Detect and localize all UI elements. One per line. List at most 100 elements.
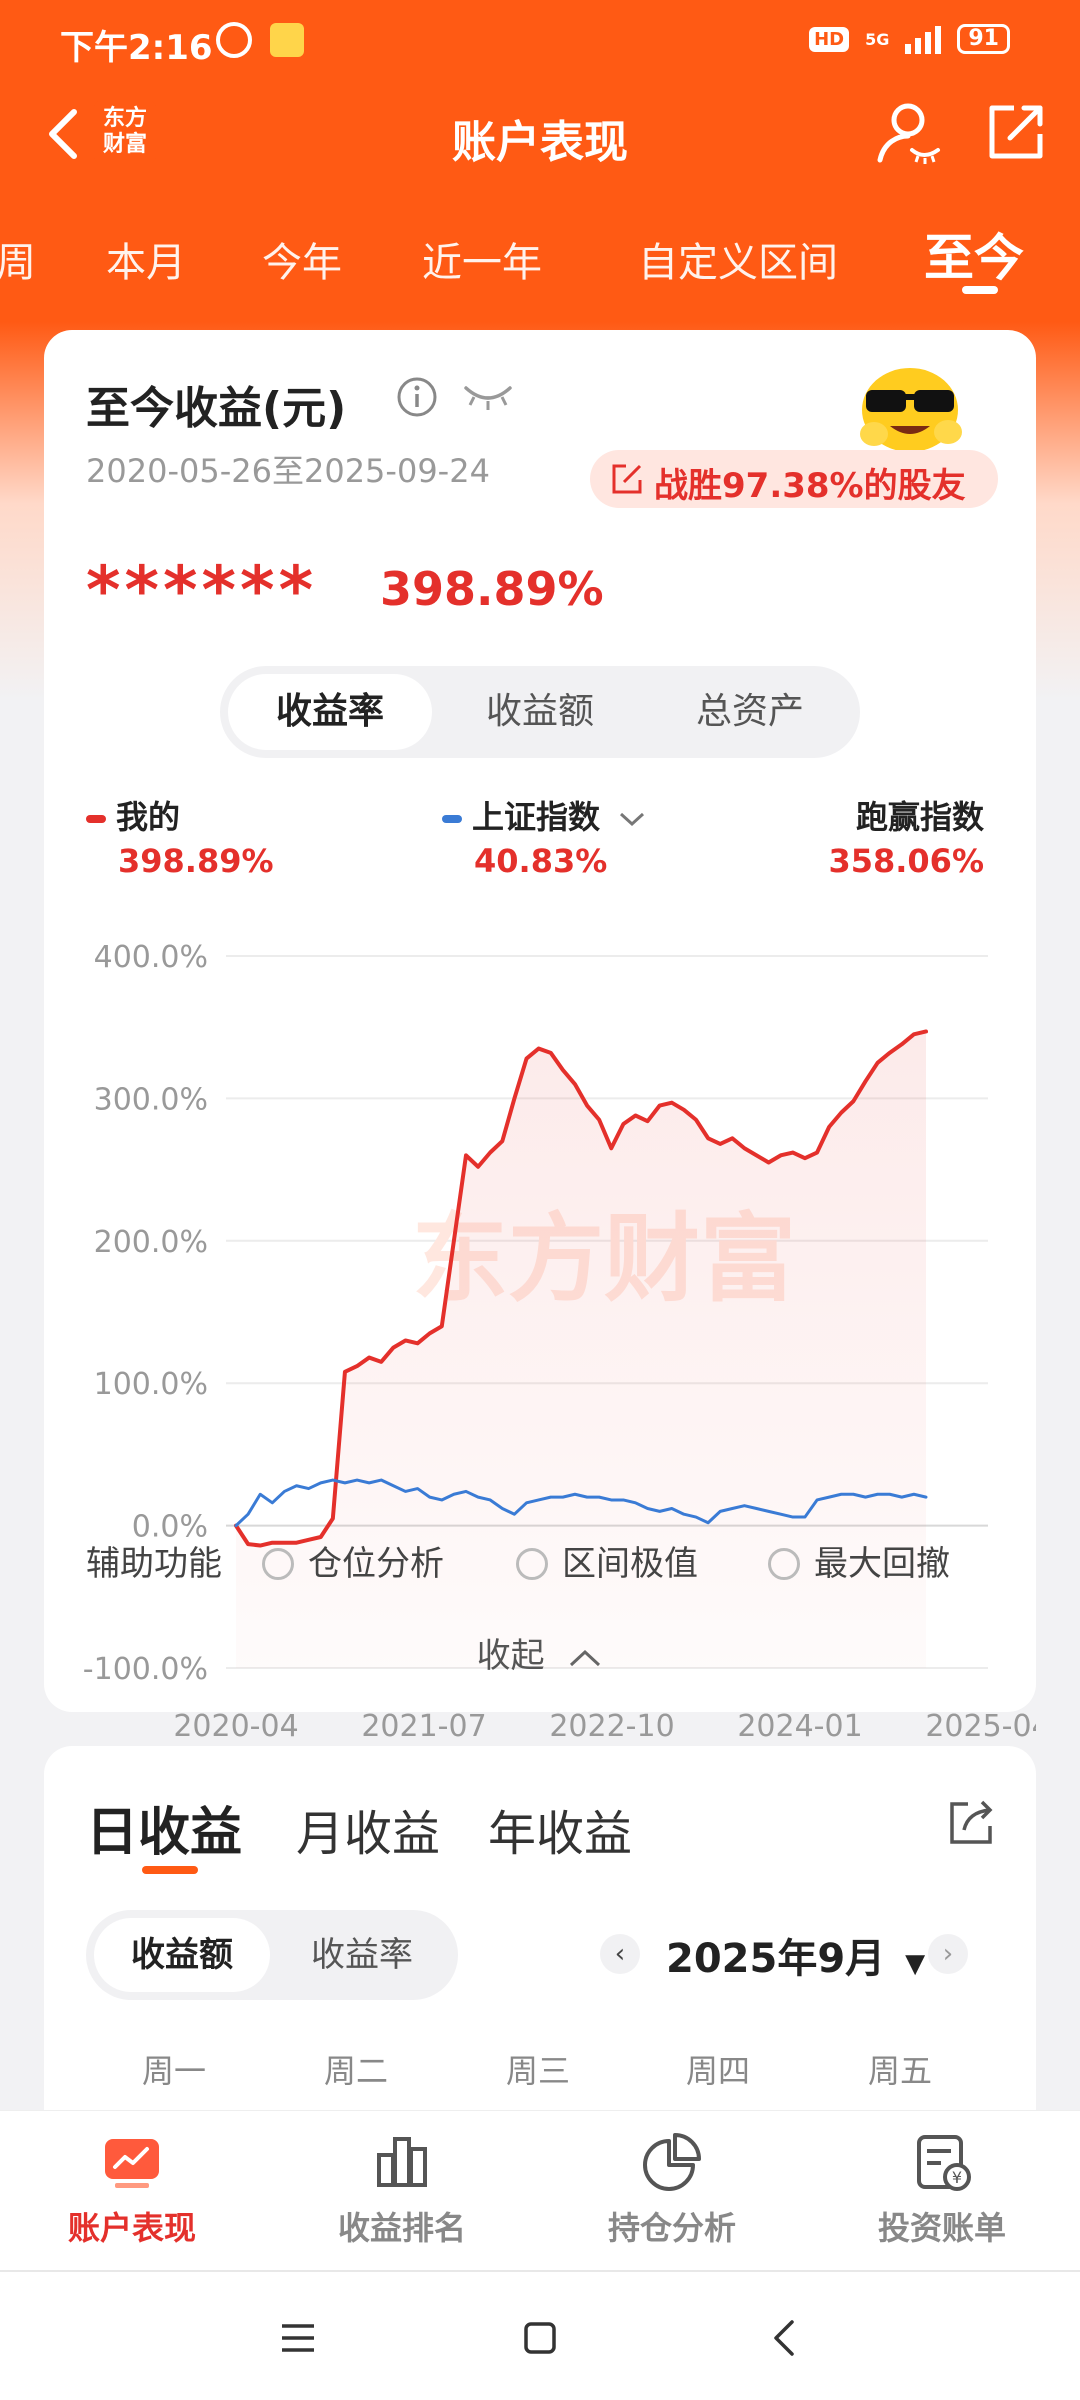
bar-icon xyxy=(377,2137,427,2187)
month-selector[interactable]: 2025年9月 ▼ xyxy=(666,1926,925,1984)
tab-this-year[interactable]: 今年 xyxy=(262,240,342,286)
weekday-label: 周二 xyxy=(324,2052,389,2090)
nav-label: 账户表现 xyxy=(67,2209,196,2247)
network-type: 5G xyxy=(865,29,890,49)
cool-emoji-icon xyxy=(860,368,962,452)
series-line-index xyxy=(234,1478,928,1528)
tab-monthly-return[interactable]: 月收益 xyxy=(296,1806,441,1862)
status-time: 下午2:16 xyxy=(60,28,213,68)
weekday-label: 周五 xyxy=(868,2052,933,2090)
back-icon[interactable] xyxy=(36,104,96,164)
total-return-pct: 398.89% xyxy=(380,562,604,616)
signal-icon xyxy=(905,24,942,54)
legend-index-marker xyxy=(442,815,462,823)
daily-metric-toggle: 收益额 收益率 xyxy=(86,1910,458,2000)
nav-label: 投资账单 xyxy=(877,2209,1006,2247)
legend-beat-label: 跑赢指数 xyxy=(855,798,984,836)
tab-since-inception[interactable]: 至今 xyxy=(924,229,1024,287)
option-label: 最大回撤 xyxy=(814,1544,950,1584)
menu-icon[interactable] xyxy=(276,2316,320,2360)
pie-icon xyxy=(643,2133,701,2191)
date-range: 2020-05-26至2025-09-24 xyxy=(86,452,490,490)
tools-label: 辅助功能 xyxy=(86,1544,222,1584)
metric-tab-return-rate[interactable]: 收益率 xyxy=(228,674,432,750)
y-tick-label: -100.0% xyxy=(83,1652,208,1687)
home-icon[interactable] xyxy=(518,2316,562,2360)
nav-investment-bill[interactable]: ¥ 投资账单 xyxy=(832,2131,1052,2249)
chart-icon xyxy=(105,2139,159,2188)
share-icon[interactable] xyxy=(946,1798,996,1848)
x-tick-label: 2025-04 xyxy=(925,1709,1036,1744)
system-nav-bar xyxy=(0,2270,1080,2400)
y-tick-label: 200.0% xyxy=(94,1225,208,1260)
legend-index-value: 40.83% xyxy=(474,842,608,880)
card-title: 至今收益(元) xyxy=(86,383,347,434)
daily-tab-rate[interactable]: 收益率 xyxy=(311,1935,413,1975)
legend-index[interactable]: 上证指数 xyxy=(442,792,647,838)
collapse-toggle[interactable]: 收起 xyxy=(44,1628,1036,1677)
legend-beat-value: 358.06% xyxy=(828,842,984,880)
metric-toggle: 收益率 收益额 总资产 xyxy=(220,666,860,758)
weekday-label: 周一 xyxy=(142,2052,207,2090)
collapse-label: 收起 xyxy=(476,1636,545,1676)
returns-card: 至今收益(元) 2020-05-26至2025-09-24 战胜97.38%的股… xyxy=(44,330,1036,1744)
bill-icon: ¥ xyxy=(917,2135,971,2191)
returns-chart[interactable]: 400.0%300.0%200.0%100.0%0.0%-100.0%东方财富2… xyxy=(44,890,1036,1840)
tab-underline xyxy=(962,286,998,294)
notification-icon xyxy=(270,23,304,57)
tab-week[interactable]: 周 xyxy=(0,240,36,286)
eye-closed-icon[interactable] xyxy=(462,380,514,414)
daily-tab-amount[interactable]: 收益额 xyxy=(94,1918,270,1992)
tab-yearly-return[interactable]: 年收益 xyxy=(488,1806,633,1862)
radio-icon xyxy=(262,1548,294,1580)
metric-tab-return-amount[interactable]: 收益额 xyxy=(485,691,594,732)
chevron-up-icon xyxy=(570,1649,601,1666)
y-tick-label: 0.0% xyxy=(132,1510,208,1545)
share-icon[interactable] xyxy=(984,100,1048,164)
status-bar: 下午2:16 HD 5G 91 xyxy=(0,0,1080,80)
legend-mine-marker xyxy=(86,815,106,823)
page-title: 账户表现 xyxy=(452,117,628,168)
daily-tab-underline xyxy=(142,1866,198,1874)
option-max-drawdown[interactable]: 最大回撤 xyxy=(768,1536,950,1585)
y-tick-label: 300.0% xyxy=(94,1082,208,1117)
legend-mine-value: 398.89% xyxy=(118,842,274,880)
system-back-icon[interactable] xyxy=(764,2316,808,2360)
legend-index-label: 上证指数 xyxy=(472,798,601,836)
metric-tab-total-assets[interactable]: 总资产 xyxy=(695,691,804,732)
tab-custom-range[interactable]: 自定义区间 xyxy=(638,240,838,286)
y-tick-label: 400.0% xyxy=(94,940,208,975)
rank-text: 战胜97.38%的股友 xyxy=(654,466,966,506)
x-tick-label: 2022-10 xyxy=(549,1709,674,1744)
info-icon[interactable] xyxy=(396,376,438,418)
nav-return-ranking[interactable]: 收益排名 xyxy=(292,2131,512,2249)
x-tick-label: 2021-07 xyxy=(361,1709,486,1744)
bottom-nav: 账户表现 收益排名 持仓分析 ¥ 投资账单 xyxy=(0,2110,1080,2270)
profile-hide-icon[interactable] xyxy=(874,98,944,168)
option-position-analysis[interactable]: 仓位分析 xyxy=(262,1536,444,1585)
chevron-down-icon xyxy=(620,812,645,827)
chevron-right-icon[interactable]: › xyxy=(928,1934,968,1974)
nav-label: 持仓分析 xyxy=(607,2209,736,2247)
x-tick-label: 2020-04 xyxy=(173,1709,298,1744)
tab-daily-return[interactable]: 日收益 xyxy=(86,1803,243,1863)
rank-badge[interactable]: 战胜97.38%的股友 xyxy=(590,450,998,508)
battery-level: 91 xyxy=(957,24,1010,54)
radio-icon xyxy=(516,1548,548,1580)
tab-last-year[interactable]: 近一年 xyxy=(422,240,542,286)
weekday-label: 周四 xyxy=(686,2052,751,2090)
app-bar: 东方 财富 账户表现 xyxy=(0,80,1080,190)
nav-account-performance[interactable]: 账户表现 xyxy=(22,2131,242,2249)
option-label: 区间极值 xyxy=(562,1544,698,1584)
chevron-left-icon[interactable]: ‹ xyxy=(600,1934,640,1974)
option-range-extremes[interactable]: 区间极值 xyxy=(516,1536,698,1585)
svg-text:¥: ¥ xyxy=(952,2168,962,2187)
caret-down-icon: ▼ xyxy=(905,1949,926,1979)
weekday-label: 周三 xyxy=(506,2052,571,2090)
edit-icon xyxy=(612,464,642,494)
legend-mine: 我的 xyxy=(86,792,180,838)
tab-this-month[interactable]: 本月 xyxy=(106,240,186,286)
hd-badge: HD xyxy=(809,26,850,52)
nav-holding-analysis[interactable]: 持仓分析 xyxy=(562,2131,782,2249)
hidden-amount: ****** xyxy=(86,552,318,629)
